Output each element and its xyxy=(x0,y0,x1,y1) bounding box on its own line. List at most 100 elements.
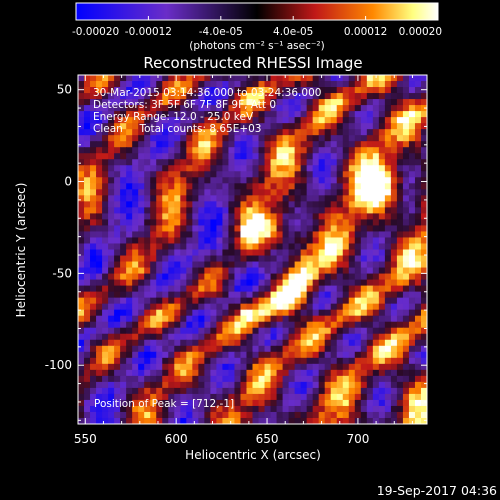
heatmap-cell xyxy=(204,111,211,118)
heatmap-cell xyxy=(240,129,248,136)
heatmap-cell xyxy=(120,195,127,202)
heatmap-cell xyxy=(258,111,266,118)
heatmap-cell xyxy=(204,147,211,154)
heatmap-cell xyxy=(126,369,133,377)
heatmap-cell xyxy=(108,183,115,190)
heatmap-cell xyxy=(84,135,91,142)
heatmap-cell xyxy=(168,87,175,94)
heatmap-cell xyxy=(180,147,187,154)
heatmap-cell xyxy=(222,171,230,178)
heatmap-cell xyxy=(150,417,157,424)
heatmap-cell xyxy=(396,165,404,172)
heatmap-cell xyxy=(384,117,392,124)
heatmap-cell xyxy=(192,333,199,341)
heatmap-cell xyxy=(354,207,362,214)
heatmap-cell xyxy=(222,183,230,190)
heatmap-cell xyxy=(258,87,266,94)
heatmap-cell xyxy=(378,75,386,82)
heatmap-cell xyxy=(360,279,368,287)
heatmap-cell xyxy=(246,357,254,365)
heatmap-cell xyxy=(264,231,272,239)
heatmap-cell xyxy=(84,159,91,166)
heatmap-cell xyxy=(132,369,139,377)
heatmap-cell xyxy=(378,291,386,299)
heatmap-cell xyxy=(90,261,97,269)
heatmap-cell xyxy=(306,381,314,389)
heatmap-cell xyxy=(174,105,181,112)
heatmap-cell xyxy=(372,147,380,154)
heatmap-cell xyxy=(414,345,422,353)
heatmap-cell xyxy=(180,351,187,359)
heatmap-cell xyxy=(408,339,416,347)
heatmap-cell xyxy=(180,141,187,148)
heatmap-cell xyxy=(360,255,368,263)
heatmap-cell xyxy=(150,165,157,172)
heatmap-cell xyxy=(84,93,91,100)
heatmap-cell xyxy=(162,213,169,221)
heatmap-cell xyxy=(234,351,242,359)
heatmap-cell xyxy=(204,237,211,245)
heatmap-cell xyxy=(156,183,163,190)
heatmap-cell xyxy=(300,399,308,407)
heatmap-cell xyxy=(258,393,266,401)
heatmap-cell xyxy=(270,417,278,424)
heatmap-cell xyxy=(108,177,115,184)
heatmap-cell xyxy=(102,135,109,142)
heatmap-cell xyxy=(144,261,151,269)
heatmap-cell xyxy=(216,327,224,335)
heatmap-cell xyxy=(342,297,350,305)
heatmap-cell xyxy=(132,345,139,353)
heatmap-cell xyxy=(330,417,338,424)
heatmap-cell xyxy=(294,267,302,275)
heatmap-cell xyxy=(402,267,410,275)
heatmap-cell xyxy=(330,99,338,106)
heatmap-cell xyxy=(390,135,398,142)
heatmap-cell xyxy=(276,117,284,124)
heatmap-cell xyxy=(414,237,422,245)
heatmap-cell xyxy=(210,147,217,154)
heatmap-cell xyxy=(192,249,199,257)
heatmap-cell xyxy=(288,195,296,202)
heatmap-cell xyxy=(102,147,109,154)
heatmap-cell xyxy=(204,87,211,94)
heatmap-cell xyxy=(372,279,380,287)
heatmap-cell xyxy=(126,201,133,208)
heatmap-cell xyxy=(348,291,356,299)
heatmap-cell xyxy=(330,369,338,377)
heatmap-cell xyxy=(324,261,332,269)
heatmap-cell xyxy=(156,279,163,287)
heatmap-cell xyxy=(312,213,320,221)
annotation-detectors: Detectors: 3F 5F 6F 7F 8F 9F, Att 0 xyxy=(93,99,276,111)
heatmap-cell xyxy=(270,183,278,190)
heatmap-cell xyxy=(102,75,109,82)
heatmap-cell xyxy=(384,201,392,208)
heatmap-cell xyxy=(270,345,278,353)
heatmap-cell xyxy=(204,255,211,263)
heatmap-cell xyxy=(180,99,187,106)
heatmap-cell xyxy=(126,279,133,287)
heatmap-cell xyxy=(270,249,278,257)
heatmap-cell xyxy=(156,417,163,424)
heatmap-cell xyxy=(234,183,242,190)
heatmap-cell xyxy=(228,219,236,227)
heatmap-cell xyxy=(102,99,109,106)
heatmap-cell xyxy=(78,201,85,208)
heatmap-cell xyxy=(174,213,181,221)
heatmap-cell xyxy=(204,159,211,166)
heatmap-cell xyxy=(252,81,260,88)
heatmap-cell xyxy=(174,309,181,317)
heatmap-cell xyxy=(78,411,85,419)
heatmap-cell xyxy=(300,213,308,221)
heatmap-cell xyxy=(102,327,109,335)
heatmap-cell xyxy=(228,165,236,172)
heatmap-cell xyxy=(84,339,91,347)
heatmap-cell xyxy=(84,303,91,311)
heatmap-cell xyxy=(234,255,242,263)
heatmap-cell xyxy=(294,333,302,341)
heatmap-cell xyxy=(390,351,398,359)
heatmap-cell xyxy=(90,345,97,353)
heatmap-cell xyxy=(180,207,187,214)
heatmap-cell xyxy=(114,165,121,172)
heatmap-cell xyxy=(90,417,97,424)
heatmap-cell xyxy=(180,393,187,401)
